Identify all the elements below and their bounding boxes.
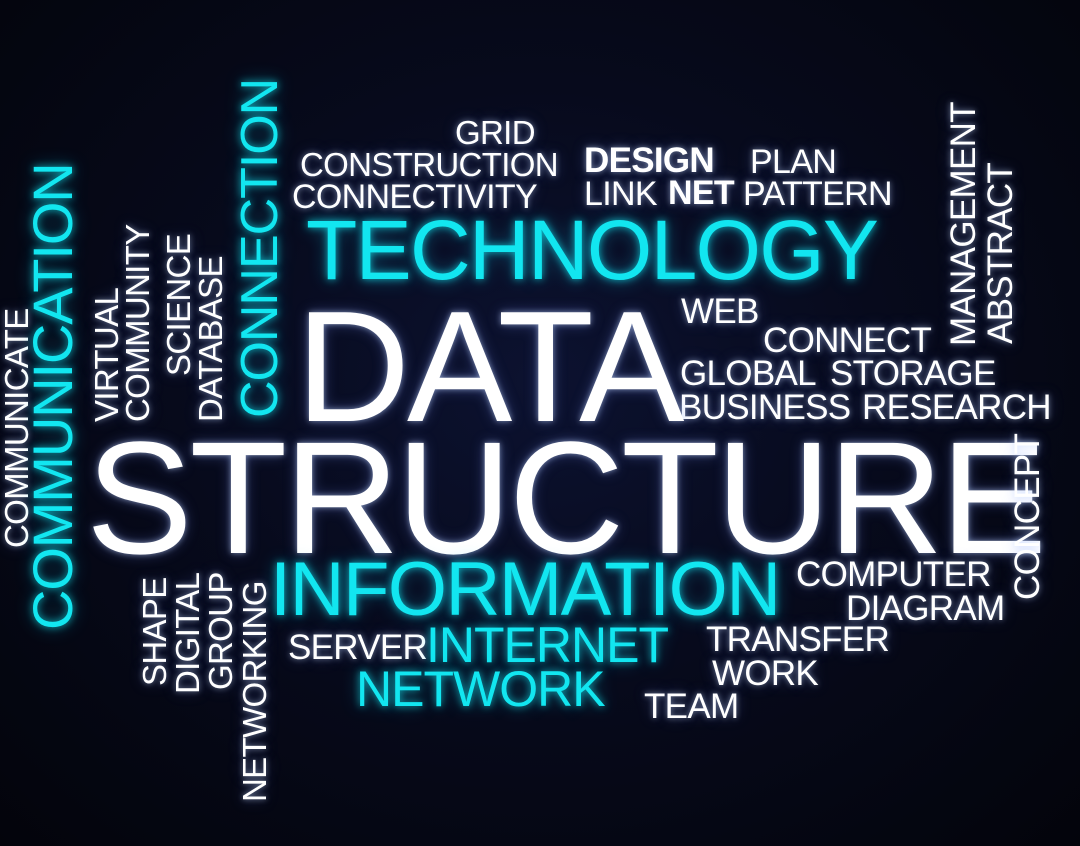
word-community: COMMUNITY xyxy=(119,224,156,422)
word-data: DATA xyxy=(296,279,684,455)
word-science: SCIENCE xyxy=(160,233,197,376)
word-management: MANAGEMENT xyxy=(944,102,983,346)
word-link: LINK xyxy=(584,175,658,213)
word-plan: PLAN xyxy=(750,143,837,181)
word-construction: CONSTRUCTION xyxy=(300,146,559,183)
word-database: DATABASE xyxy=(192,256,229,422)
word-net: NET xyxy=(668,174,735,212)
word-concept: CONCEPT xyxy=(1008,433,1047,600)
word-pattern: PATTERN xyxy=(743,175,893,213)
word-communication: COMMUNICATION xyxy=(21,163,84,630)
word-web: WEB xyxy=(681,292,759,331)
word-computer: COMPUTER xyxy=(796,555,991,594)
word-technology: TECHNOLOGY xyxy=(306,203,879,297)
word-storage: STORAGE xyxy=(830,354,996,393)
word-work: WORK xyxy=(712,654,819,693)
word-server: SERVER xyxy=(288,628,428,667)
word-connectivity: CONNECTIVITY xyxy=(292,178,538,216)
word-digital: DIGITAL xyxy=(169,572,206,694)
word-internet: INTERNET xyxy=(426,617,669,673)
word-network: NETWORK xyxy=(356,661,606,717)
word-diagram: DIAGRAM xyxy=(846,589,1005,628)
word-business: BUSINESS xyxy=(679,388,851,427)
word-design: DESIGN xyxy=(584,141,715,180)
word-team: TEAM xyxy=(644,687,739,726)
word-abstract: ABSTRACT xyxy=(981,162,1020,344)
word-connect: CONNECT xyxy=(763,321,932,360)
word-group: GROUP xyxy=(202,572,239,690)
word-structure: STRUCTURE xyxy=(86,408,1047,587)
word-grid: GRID xyxy=(455,114,536,151)
word-global: GLOBAL xyxy=(680,354,817,393)
word-connection: CONNECTION xyxy=(231,78,289,418)
word-transfer: TRANSFER xyxy=(706,620,890,659)
word-research: RESEARCH xyxy=(862,388,1052,427)
word-networking: NETWORKING xyxy=(236,581,273,802)
word-information: INFORMATION xyxy=(270,547,781,632)
word-shape: SHAPE xyxy=(136,577,173,686)
